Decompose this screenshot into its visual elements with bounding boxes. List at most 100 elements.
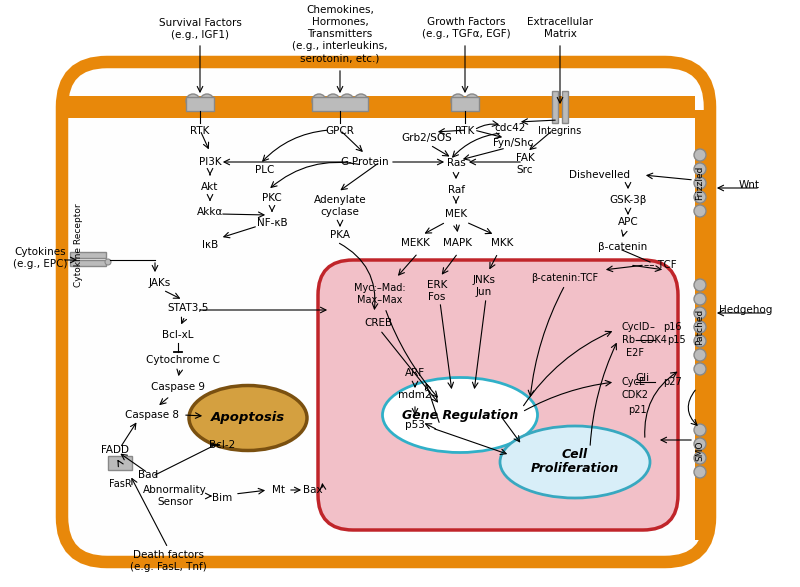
Text: Caspase 8: Caspase 8 [125, 410, 179, 420]
Text: –– TCF: –– TCF [644, 260, 676, 270]
Circle shape [694, 321, 706, 333]
Text: Max–Max: Max–Max [358, 295, 402, 305]
Circle shape [694, 335, 706, 347]
Bar [562, 91, 568, 123]
Text: Raf: Raf [447, 185, 465, 195]
Text: Patched: Patched [695, 309, 705, 345]
Text: JAKs: JAKs [149, 278, 171, 288]
FancyBboxPatch shape [62, 62, 710, 562]
Text: Integrins: Integrins [538, 126, 582, 136]
Text: Grb2/SOS: Grb2/SOS [402, 133, 452, 143]
Text: Hedgehog: Hedgehog [718, 305, 772, 315]
Text: CREB: CREB [364, 318, 392, 328]
Text: Gli: Gli [636, 373, 650, 383]
Circle shape [312, 94, 326, 108]
Text: Apoptosis: Apoptosis [211, 411, 285, 424]
Circle shape [694, 466, 706, 478]
Circle shape [694, 279, 706, 291]
FancyBboxPatch shape [318, 260, 678, 530]
Circle shape [694, 438, 706, 450]
Text: ERK: ERK [427, 280, 447, 290]
Text: RTK: RTK [190, 126, 210, 136]
Text: Gene Regulation: Gene Regulation [402, 410, 518, 423]
Text: Death factors: Death factors [133, 550, 203, 560]
Text: MKK: MKK [491, 238, 513, 248]
Text: serotonin, etc.): serotonin, etc.) [300, 53, 380, 63]
Text: (e.g., interleukins,: (e.g., interleukins, [292, 41, 388, 51]
Text: Fyn/Shc: Fyn/Shc [493, 138, 533, 148]
Text: FasR: FasR [109, 479, 131, 489]
Text: RTK: RTK [455, 126, 474, 136]
Text: APC: APC [618, 217, 638, 227]
Text: Src: Src [517, 165, 534, 175]
Text: Dishevelled: Dishevelled [569, 170, 630, 180]
Text: SMO: SMO [695, 441, 705, 461]
Text: Growth Factors: Growth Factors [426, 17, 506, 27]
Text: Bim: Bim [212, 493, 232, 503]
Circle shape [465, 94, 479, 108]
Bar [70, 260, 106, 266]
Bar [695, 110, 711, 540]
Text: mdm2: mdm2 [398, 390, 432, 400]
Circle shape [694, 177, 706, 189]
Text: Abnormality: Abnormality [143, 485, 207, 495]
Bar [451, 97, 479, 111]
Circle shape [694, 205, 706, 217]
Text: G-Protein: G-Protein [341, 157, 390, 167]
Text: JNKs: JNKs [473, 275, 495, 285]
Text: β-catenin:TCF: β-catenin:TCF [531, 273, 598, 283]
Circle shape [200, 94, 214, 108]
Text: MEK: MEK [445, 209, 467, 219]
Text: Myc:–Mad:: Myc:–Mad: [354, 283, 406, 293]
Text: Transmitters: Transmitters [307, 29, 373, 39]
Text: Cytokines: Cytokines [14, 247, 66, 257]
Text: E2F: E2F [626, 348, 644, 358]
Text: Cytokine Receptor: Cytokine Receptor [74, 203, 82, 287]
Text: (e.g., TGFα, EGF): (e.g., TGFα, EGF) [422, 29, 510, 39]
Text: Matrix: Matrix [543, 29, 577, 39]
Text: PLC: PLC [255, 165, 274, 175]
Text: Akt: Akt [202, 182, 218, 192]
Text: p21: p21 [628, 405, 646, 415]
Text: Caspase 9: Caspase 9 [151, 382, 205, 392]
Circle shape [326, 94, 340, 108]
Text: Bax: Bax [303, 485, 323, 495]
Text: –: – [650, 322, 654, 332]
Circle shape [354, 94, 368, 108]
Text: GSK-3β: GSK-3β [610, 195, 646, 205]
Ellipse shape [382, 377, 538, 453]
Text: (e.g. FasL, Tnf): (e.g. FasL, Tnf) [130, 562, 206, 572]
Bar [552, 91, 558, 123]
Circle shape [694, 149, 706, 161]
Text: Rb–CDK4: Rb–CDK4 [622, 335, 667, 345]
Text: Cell: Cell [562, 448, 588, 461]
Text: PKA: PKA [330, 230, 350, 240]
Text: Frizzled: Frizzled [695, 166, 705, 200]
Text: Sensor: Sensor [157, 497, 193, 507]
Text: CycID: CycID [622, 322, 650, 332]
Text: Akkα: Akkα [197, 207, 223, 217]
Text: Mt: Mt [271, 485, 285, 495]
Circle shape [105, 259, 111, 265]
Circle shape [694, 163, 706, 175]
Text: MAPK: MAPK [442, 238, 471, 248]
Bar [312, 97, 368, 111]
Text: Proliferation: Proliferation [531, 461, 619, 474]
Bar [70, 252, 106, 258]
Text: (e.g., EPC): (e.g., EPC) [13, 259, 67, 269]
Text: p27: p27 [663, 377, 682, 387]
Text: cyclase: cyclase [321, 207, 359, 217]
Circle shape [340, 94, 354, 108]
Text: Bcl-2: Bcl-2 [209, 440, 235, 450]
Text: PKC: PKC [262, 193, 282, 203]
Text: Cytochrome C: Cytochrome C [146, 355, 220, 365]
Text: p15: p15 [667, 335, 686, 345]
Ellipse shape [500, 426, 650, 498]
Text: IκB: IκB [202, 240, 218, 250]
Text: MEKK: MEKK [401, 238, 430, 248]
Text: Hormones,: Hormones, [312, 17, 368, 27]
Circle shape [451, 94, 465, 108]
Text: STAT3,5: STAT3,5 [167, 303, 209, 313]
Text: FAK: FAK [516, 153, 534, 163]
Text: Adenylate: Adenylate [314, 195, 366, 205]
